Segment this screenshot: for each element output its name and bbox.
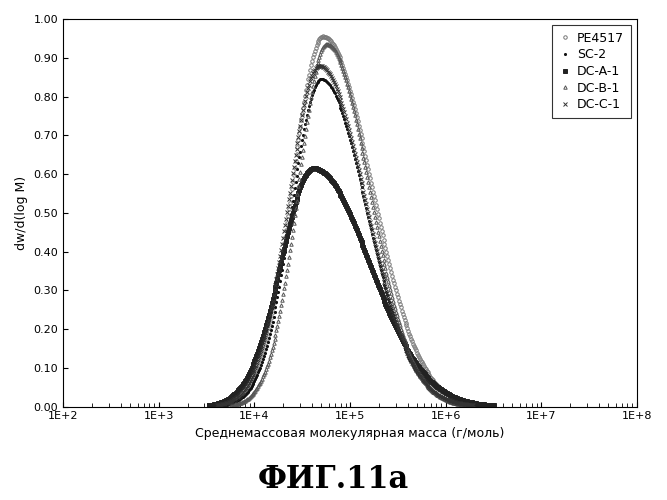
DC-A-1 (375, 284, 383, 290)
DC-B-1 (322, 42, 330, 48)
DC-A-1 (446, 392, 454, 398)
PE4517 (236, 394, 244, 400)
SC-2 (420, 379, 428, 385)
DC-B-1 (265, 354, 273, 360)
PE4517 (481, 402, 489, 408)
Legend: PE4517, SC-2, DC-A-1, DC-B-1, DC-C-1: PE4517, SC-2, DC-A-1, DC-B-1, DC-C-1 (552, 25, 630, 118)
DC-C-1 (227, 398, 235, 404)
SC-2 (317, 76, 325, 82)
SC-2 (387, 306, 395, 312)
DC-B-1 (456, 401, 464, 407)
DC-A-1 (309, 165, 317, 171)
Line: DC-B-1: DC-B-1 (229, 42, 470, 407)
SC-2 (373, 251, 381, 257)
DC-B-1 (392, 309, 400, 315)
DC-A-1 (205, 402, 213, 408)
DC-C-1 (233, 394, 241, 400)
PE4517 (362, 152, 370, 158)
DC-C-1 (315, 62, 323, 68)
SC-2 (468, 402, 476, 408)
PE4517 (461, 399, 469, 405)
DC-C-1 (245, 378, 253, 384)
PE4517 (216, 402, 224, 408)
X-axis label: Среднемассовая молекулярная масса (г/моль): Среднемассовая молекулярная масса (г/мол… (195, 427, 505, 440)
DC-A-1 (465, 399, 473, 405)
DC-B-1 (227, 402, 235, 408)
DC-A-1 (205, 402, 213, 408)
Line: PE4517: PE4517 (218, 34, 487, 407)
Line: SC-2: SC-2 (220, 77, 474, 407)
DC-A-1 (376, 286, 384, 292)
DC-B-1 (323, 41, 331, 47)
PE4517 (448, 394, 456, 400)
DC-A-1 (380, 298, 388, 304)
DC-B-1 (465, 402, 473, 408)
DC-A-1 (490, 402, 498, 408)
DC-B-1 (365, 184, 373, 190)
SC-2 (382, 289, 390, 295)
Text: ФИГ.11a: ФИГ.11a (258, 464, 409, 495)
SC-2 (218, 402, 226, 408)
DC-C-1 (380, 275, 388, 281)
Line: DC-C-1: DC-C-1 (215, 64, 476, 408)
DC-C-1 (306, 78, 314, 84)
DC-C-1 (470, 402, 478, 408)
Y-axis label: dw/d(log M): dw/d(log M) (15, 176, 28, 250)
Line: DC-A-1: DC-A-1 (207, 166, 496, 407)
DC-C-1 (367, 223, 375, 229)
PE4517 (454, 396, 462, 402)
SC-2 (448, 399, 456, 405)
DC-C-1 (213, 402, 221, 408)
SC-2 (397, 335, 405, 341)
DC-B-1 (326, 42, 334, 48)
PE4517 (319, 34, 327, 40)
PE4517 (354, 118, 362, 124)
